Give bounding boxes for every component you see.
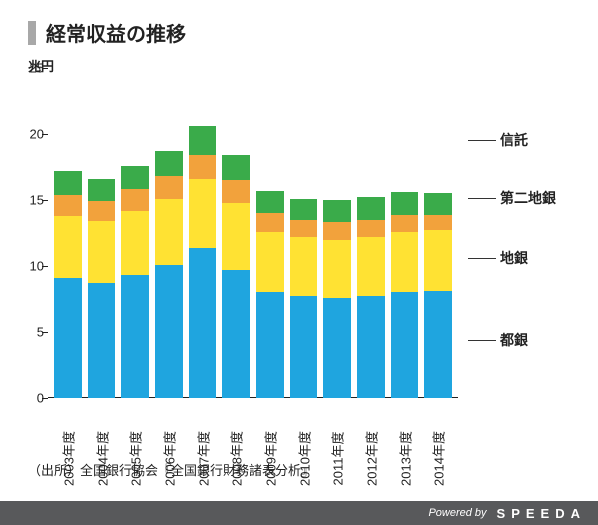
bar-segment-shintaku xyxy=(88,179,116,201)
bar-segment-shintaku xyxy=(391,192,419,214)
bar-segment-chigin xyxy=(290,237,318,296)
bar-segment-togin xyxy=(424,291,452,398)
x-tick-label: 2011年度 xyxy=(328,432,347,486)
bar-segment-daini xyxy=(256,213,284,231)
bar-segment-daini xyxy=(357,220,385,237)
footer-powered-label: Powered by xyxy=(428,507,486,519)
bar-segment-daini xyxy=(290,220,318,237)
legend-item-daini: 第二地銀 xyxy=(468,188,556,208)
bar-column: 2004年度 xyxy=(88,68,116,398)
bar-segment-chigin xyxy=(424,230,452,291)
legend-item-chigin: 地銀 xyxy=(468,248,528,268)
bar-column: 2011年度 xyxy=(323,68,351,398)
footer-bar: Powered by SPEEDA xyxy=(0,501,598,525)
y-tick-label: 20 xyxy=(20,127,44,142)
bar-column: 2010年度 xyxy=(290,68,318,398)
bar-segment-shintaku xyxy=(54,171,82,195)
bar-column: 2005年度 xyxy=(121,68,149,398)
footer-brand: SPEEDA xyxy=(497,506,586,521)
bar-segment-togin xyxy=(222,270,250,398)
bar-segment-shintaku xyxy=(256,191,284,213)
bar-segment-chigin xyxy=(256,232,284,293)
bar-column: 2006年度 xyxy=(155,68,183,398)
bar-segment-togin xyxy=(391,292,419,398)
bar-column: 2003年度 xyxy=(54,68,82,398)
chart-area: 0510152025 2003年度2004年度2005年度2006年度2007年… xyxy=(48,68,458,398)
bar-segment-togin xyxy=(189,248,217,398)
bar-segment-daini xyxy=(424,215,452,231)
x-tick-label: 2013年度 xyxy=(395,431,414,486)
bar-segment-shintaku xyxy=(357,197,385,219)
y-tick-label: 25 xyxy=(20,61,44,76)
bar-segment-daini xyxy=(88,201,116,221)
bar-segment-chigin xyxy=(189,179,217,248)
y-tick-mark xyxy=(42,398,48,399)
bar-segment-togin xyxy=(121,275,149,398)
bar-segment-daini xyxy=(121,189,149,210)
bar-segment-shintaku xyxy=(290,199,318,220)
bar-segment-chigin xyxy=(357,237,385,296)
title-marker-icon xyxy=(28,21,36,45)
source-text: （出所）全国銀行協会『全国銀行財務諸表分析』 xyxy=(28,460,314,479)
page-title: 経常収益の推移 xyxy=(46,18,186,47)
y-tick-label: 15 xyxy=(20,193,44,208)
y-tick-label: 0 xyxy=(20,391,44,406)
bar-column: 2014年度 xyxy=(424,68,452,398)
bar-segment-daini xyxy=(189,155,217,179)
title-bar: 経常収益の推移 xyxy=(0,0,598,47)
bar-segment-shintaku xyxy=(323,200,351,222)
bar-segment-togin xyxy=(155,265,183,398)
bar-segment-shintaku xyxy=(189,126,217,155)
legend-pointer-icon xyxy=(468,140,496,141)
bar-segment-daini xyxy=(222,180,250,202)
bar-segment-daini xyxy=(391,215,419,232)
bar-segment-togin xyxy=(357,296,385,398)
legend-pointer-icon xyxy=(468,340,496,341)
y-tick-label: 5 xyxy=(20,325,44,340)
bars-container: 2003年度2004年度2005年度2006年度2007年度2008年度2009… xyxy=(48,68,458,398)
legend-item-togin: 都銀 xyxy=(468,330,528,350)
legend-label: 信託 xyxy=(500,130,528,150)
bar-segment-chigin xyxy=(88,221,116,283)
bar-segment-togin xyxy=(88,283,116,398)
legend-pointer-icon xyxy=(468,198,496,199)
legend-label: 都銀 xyxy=(500,330,528,350)
x-tick-label: 2012年度 xyxy=(361,431,380,486)
bar-segment-chigin xyxy=(391,232,419,293)
bar-segment-shintaku xyxy=(155,151,183,176)
bar-column: 2012年度 xyxy=(357,68,385,398)
bar-segment-chigin xyxy=(323,240,351,298)
bar-segment-togin xyxy=(256,292,284,398)
bar-segment-daini xyxy=(54,195,82,216)
bar-segment-chigin xyxy=(121,211,149,276)
bar-segment-chigin xyxy=(222,203,250,270)
legend-item-shintaku: 信託 xyxy=(468,130,528,150)
bar-segment-chigin xyxy=(54,216,82,278)
bar-segment-shintaku xyxy=(424,193,452,214)
legend-pointer-icon xyxy=(468,258,496,259)
bar-segment-togin xyxy=(323,298,351,398)
bar-segment-chigin xyxy=(155,199,183,265)
y-tick-label: 10 xyxy=(20,259,44,274)
bar-segment-togin xyxy=(54,278,82,398)
bar-segment-daini xyxy=(323,222,351,239)
bar-segment-daini xyxy=(155,176,183,198)
bar-column: 2007年度 xyxy=(189,68,217,398)
bar-column: 2013年度 xyxy=(391,68,419,398)
bar-segment-shintaku xyxy=(121,166,149,190)
bar-segment-togin xyxy=(290,296,318,398)
legend-label: 地銀 xyxy=(500,248,528,268)
bar-column: 2008年度 xyxy=(222,68,250,398)
bar-column: 2009年度 xyxy=(256,68,284,398)
bar-segment-shintaku xyxy=(222,155,250,180)
x-tick-label: 2014年度 xyxy=(429,431,448,486)
legend-label: 第二地銀 xyxy=(500,188,556,208)
